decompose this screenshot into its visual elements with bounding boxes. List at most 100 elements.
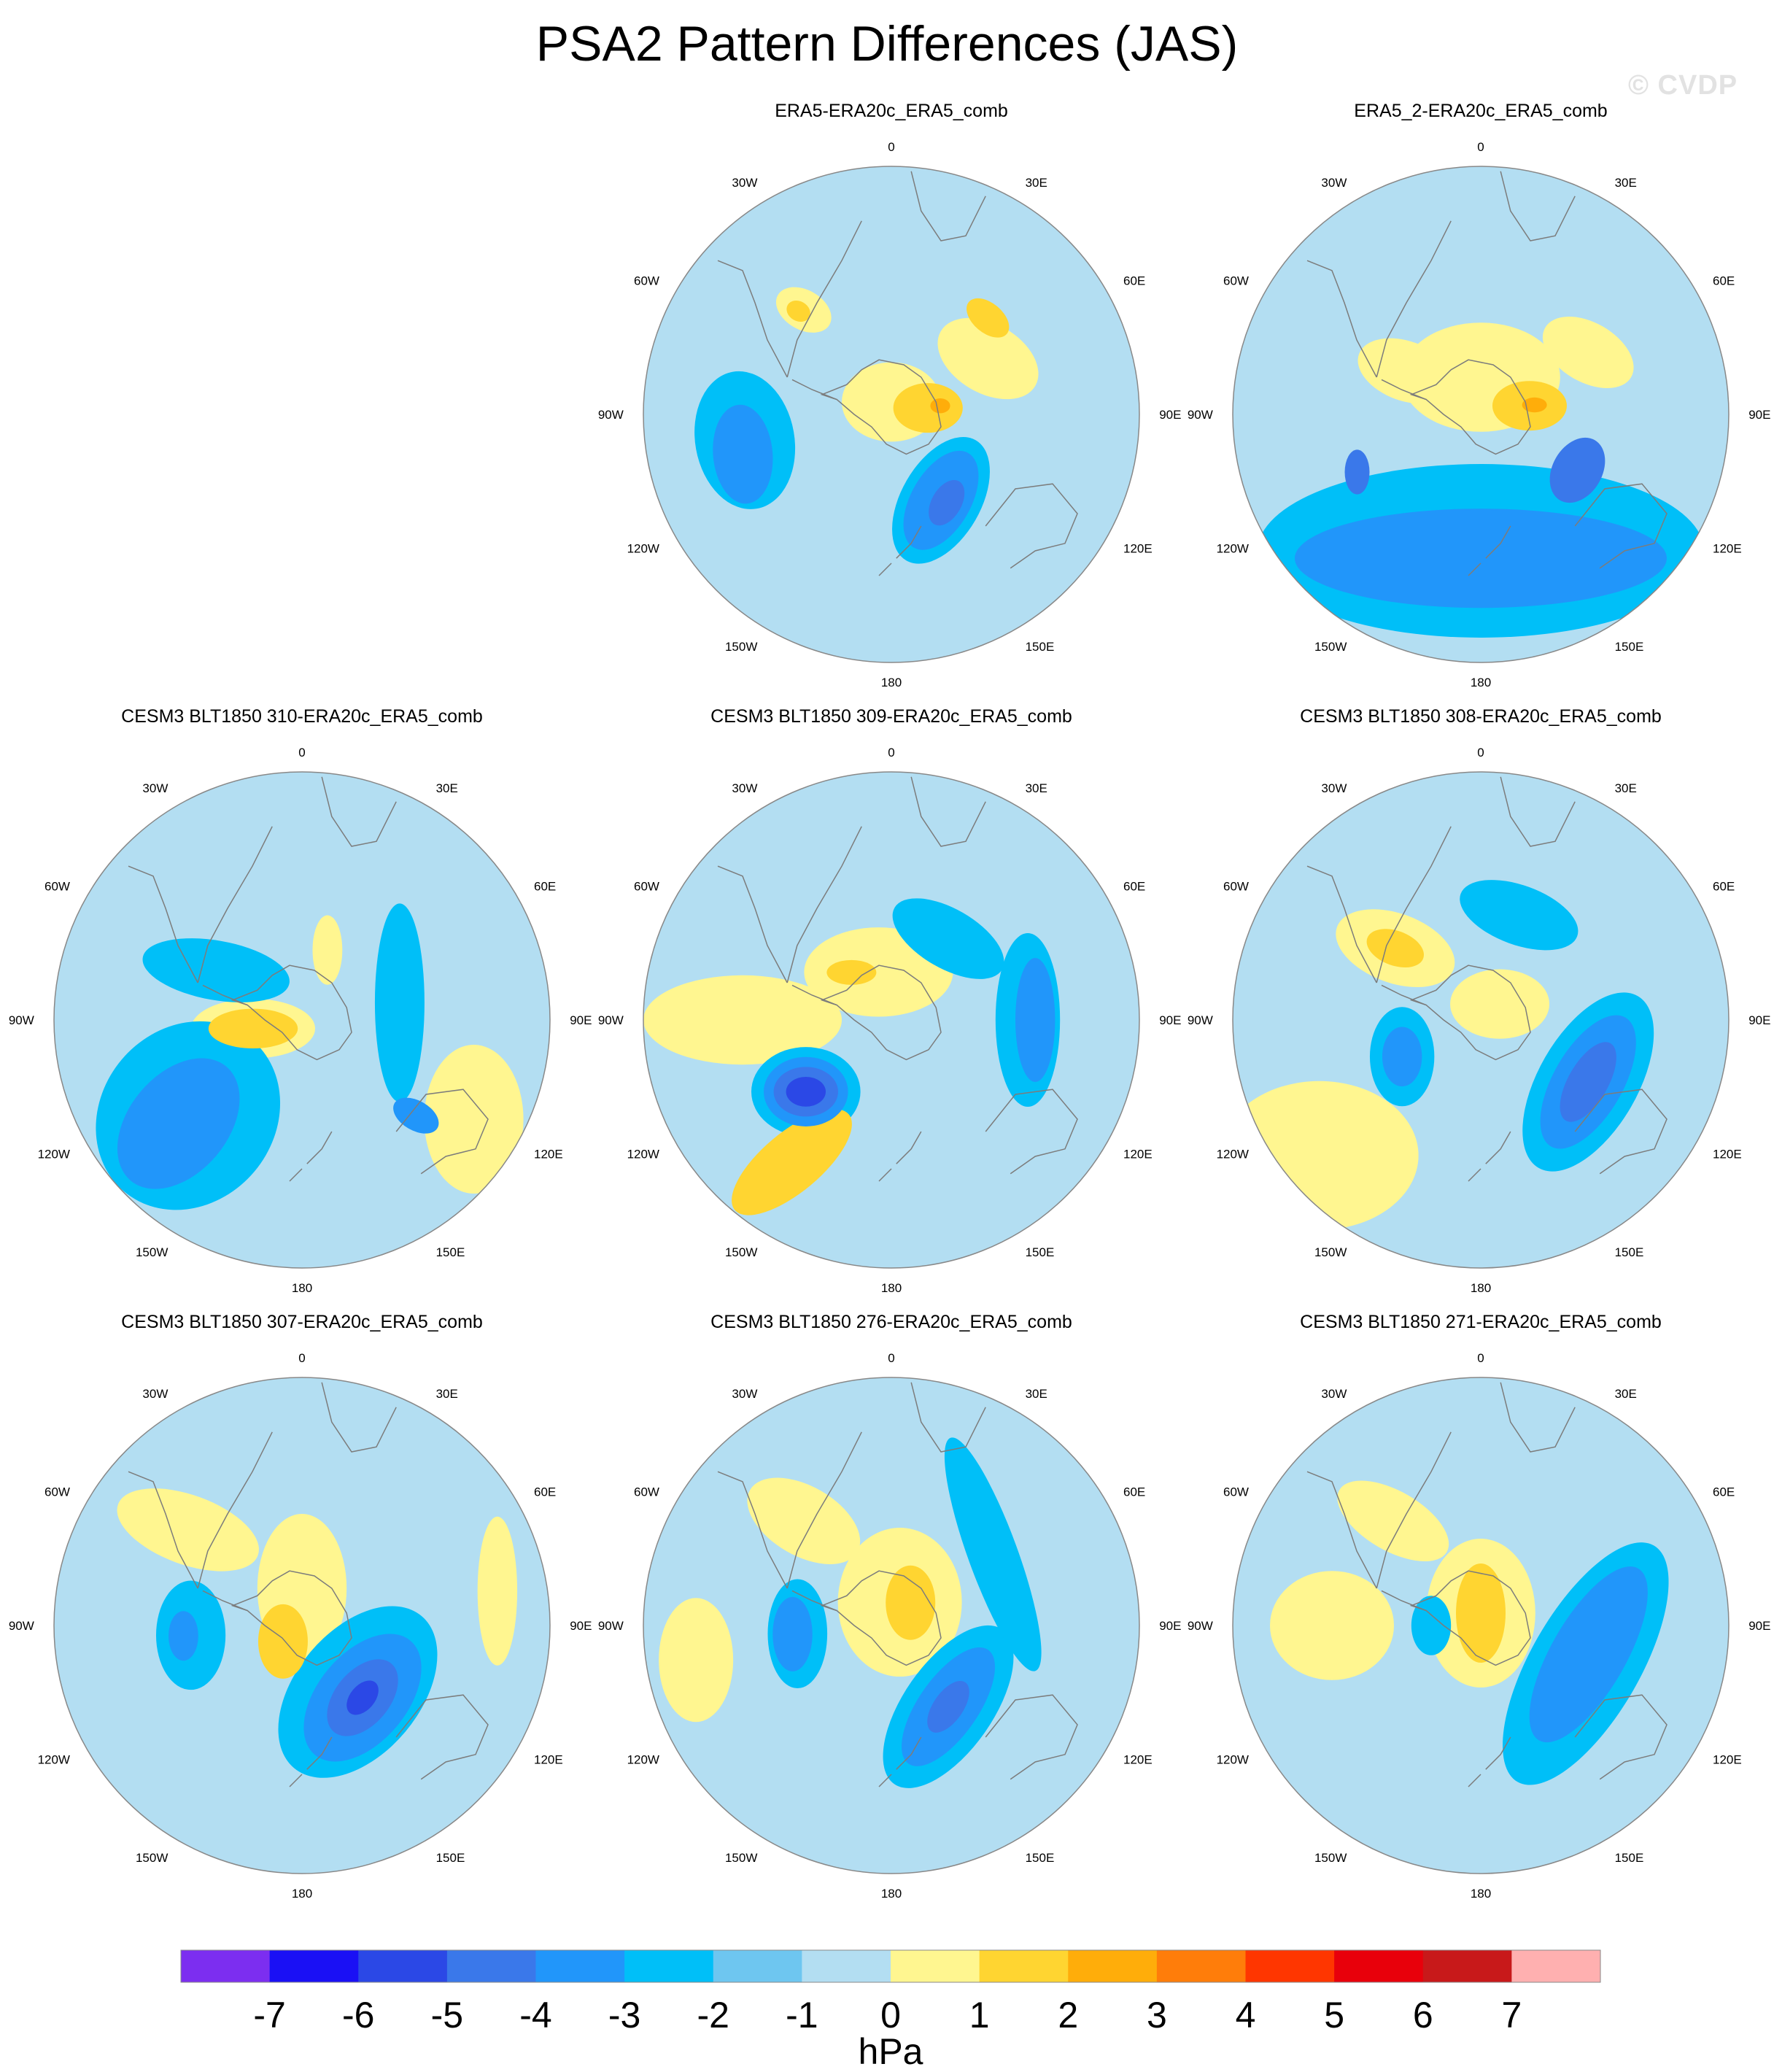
- coastline: [1574, 1089, 1668, 1175]
- coastline: [1574, 483, 1668, 569]
- contour-blob: [1456, 1563, 1506, 1663]
- coastline: [910, 776, 986, 847]
- coastline: [1409, 1570, 1531, 1666]
- coastline: [1306, 865, 1377, 983]
- coastline: [786, 220, 862, 378]
- longitude-label: 60E: [534, 1485, 556, 1499]
- coastline: [1485, 1131, 1511, 1164]
- contour-blob: [1460, 880, 1579, 951]
- longitude-label: 30W: [732, 176, 757, 190]
- longitude-label: 90W: [598, 408, 624, 422]
- panel-title: CESM3 BLT1850 271-ERA20c_ERA5_comb: [1300, 1312, 1662, 1332]
- map-frame: [643, 771, 1140, 1269]
- longitude-label: 90W: [1188, 1619, 1213, 1633]
- contour-blob: [1411, 1596, 1452, 1655]
- coastline: [717, 260, 788, 378]
- map-panel-cesm276: CESM3 BLT1850 276-ERA20c_ERA5_comb 0 30E 60…: [598, 1312, 1182, 1901]
- longitude-label: 30W: [1321, 1387, 1347, 1401]
- longitude-label: 150W: [1314, 640, 1347, 654]
- map-frame: [643, 166, 1140, 663]
- contour-blob: [346, 1680, 379, 1715]
- panel-title: CESM3 BLT1850 309-ERA20c_ERA5_comb: [710, 706, 1072, 727]
- longitude-label: 0: [888, 746, 894, 759]
- contour-field: [1233, 1377, 1729, 1874]
- coastline: [289, 1774, 303, 1787]
- contour-blob: [1270, 1571, 1394, 1680]
- longitude-label: 0: [1477, 1351, 1484, 1365]
- coastline: [985, 483, 1078, 569]
- panel-title: ERA5_2-ERA20c_ERA5_comb: [1354, 101, 1607, 121]
- coastline: [202, 1590, 248, 1612]
- longitude-label: 180: [881, 1281, 902, 1295]
- contour-field: [54, 772, 550, 1268]
- longitude-label: 90W: [1188, 408, 1213, 422]
- contour-blob: [1015, 958, 1056, 1082]
- coastline: [791, 1590, 837, 1612]
- longitude-label: 180: [292, 1887, 312, 1901]
- longitude-label: 150E: [436, 1245, 465, 1259]
- map-panel-cesm308: CESM3 BLT1850 308-ERA20c_ERA5_comb 0 30E 60…: [1188, 706, 1771, 1295]
- longitude-label: 120W: [627, 542, 659, 556]
- map-panel-cesm271: CESM3 BLT1850 271-ERA20c_ERA5_comb 0 30E 60…: [1188, 1312, 1771, 1901]
- longitude-label: 30W: [732, 781, 757, 795]
- map-frame: [1232, 166, 1730, 663]
- longitude-label: 120W: [1217, 542, 1249, 556]
- coastline: [1381, 1590, 1427, 1612]
- coastline: [321, 776, 397, 847]
- contour-blob: [169, 1611, 198, 1661]
- contour-blob: [1382, 1027, 1422, 1087]
- longitude-label: 120W: [627, 1753, 659, 1767]
- coastline: [1409, 359, 1531, 455]
- longitude-label: 60W: [1223, 879, 1249, 893]
- coastline: [910, 171, 986, 241]
- longitude-label: 30W: [142, 781, 168, 795]
- coastline: [1381, 379, 1427, 401]
- longitude-label: 0: [888, 1351, 894, 1365]
- longitude-label: 30W: [1321, 781, 1347, 795]
- contour-blob: [1366, 929, 1424, 968]
- figure-title: PSA2 Pattern Differences (JAS): [535, 16, 1239, 71]
- map-panel-cesm309: CESM3 BLT1850 309-ERA20c_ERA5_comb 0 30E 60…: [598, 706, 1182, 1295]
- longitude-label: 150W: [136, 1851, 168, 1865]
- longitude-label: 30E: [436, 781, 458, 795]
- longitude-label: 90E: [1159, 1619, 1181, 1633]
- contour-blob: [747, 1477, 861, 1564]
- contour-blob: [1337, 1480, 1449, 1562]
- longitude-label: 150E: [436, 1851, 465, 1865]
- longitude-label: 120W: [627, 1148, 659, 1161]
- longitude-label: 30E: [1615, 781, 1637, 795]
- longitude-label: 120E: [1713, 542, 1742, 556]
- contour-blob: [937, 317, 1039, 400]
- longitude-label: 60E: [1713, 274, 1735, 287]
- longitude-label: 120E: [1123, 1148, 1153, 1161]
- contour-blob: [117, 1488, 259, 1572]
- longitude-label: 180: [1471, 1887, 1491, 1901]
- longitude-label: 150W: [725, 640, 757, 654]
- longitude-label: 30E: [1615, 176, 1637, 190]
- coastline: [896, 525, 922, 559]
- coastline: [1574, 1694, 1668, 1780]
- longitude-label: 30W: [142, 1387, 168, 1401]
- longitude-label: 90E: [570, 1619, 592, 1633]
- coastline: [786, 826, 862, 983]
- map-panel-cesm310: CESM3 BLT1850 310-ERA20c_ERA5_comb 0 30E 60…: [9, 706, 592, 1295]
- contour-blob: [944, 1437, 1042, 1671]
- coastline: [1500, 1382, 1576, 1453]
- contour-blob: [772, 1596, 813, 1671]
- longitude-label: 90W: [9, 1619, 34, 1633]
- map-panel-era5: ERA5-ERA20c_ERA5_comb 0 30E 60E 90E 120E 150E 1…: [598, 101, 1182, 689]
- longitude-label: 60W: [634, 274, 659, 287]
- coastline: [820, 359, 942, 455]
- longitude-label: 60W: [634, 1485, 659, 1499]
- contour-blob: [786, 1076, 826, 1107]
- contour-blob: [893, 383, 963, 433]
- coastline: [289, 1168, 303, 1182]
- longitude-label: 120W: [1217, 1753, 1249, 1767]
- longitude-label: 90W: [9, 1013, 34, 1027]
- coastline: [1468, 1774, 1481, 1787]
- panel-title: CESM3 BLT1850 307-ERA20c_ERA5_comb: [121, 1312, 483, 1332]
- longitude-label: 60E: [1713, 1485, 1735, 1499]
- longitude-label: 150E: [1026, 1851, 1055, 1865]
- longitude-label: 0: [1477, 140, 1484, 154]
- coastline: [202, 984, 248, 1006]
